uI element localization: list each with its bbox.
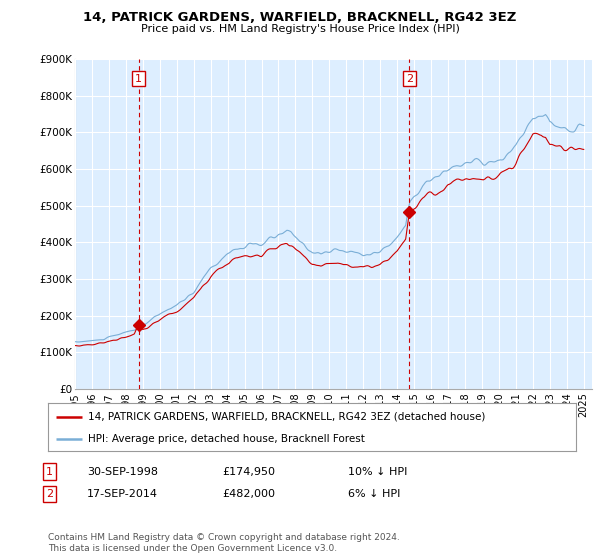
Text: £174,950: £174,950 <box>222 466 275 477</box>
Text: Contains HM Land Registry data © Crown copyright and database right 2024.
This d: Contains HM Land Registry data © Crown c… <box>48 533 400 553</box>
Text: 6% ↓ HPI: 6% ↓ HPI <box>348 489 400 499</box>
Text: 2: 2 <box>406 74 413 83</box>
Text: 30-SEP-1998: 30-SEP-1998 <box>87 466 158 477</box>
Text: 1: 1 <box>135 74 142 83</box>
Text: 10% ↓ HPI: 10% ↓ HPI <box>348 466 407 477</box>
Text: HPI: Average price, detached house, Bracknell Forest: HPI: Average price, detached house, Brac… <box>88 434 364 444</box>
Text: 17-SEP-2014: 17-SEP-2014 <box>87 489 158 499</box>
Text: 1: 1 <box>46 466 53 477</box>
Text: 2: 2 <box>46 489 53 499</box>
Text: 14, PATRICK GARDENS, WARFIELD, BRACKNELL, RG42 3EZ (detached house): 14, PATRICK GARDENS, WARFIELD, BRACKNELL… <box>88 412 485 422</box>
Text: Price paid vs. HM Land Registry's House Price Index (HPI): Price paid vs. HM Land Registry's House … <box>140 24 460 34</box>
Text: 14, PATRICK GARDENS, WARFIELD, BRACKNELL, RG42 3EZ: 14, PATRICK GARDENS, WARFIELD, BRACKNELL… <box>83 11 517 24</box>
Text: £482,000: £482,000 <box>222 489 275 499</box>
